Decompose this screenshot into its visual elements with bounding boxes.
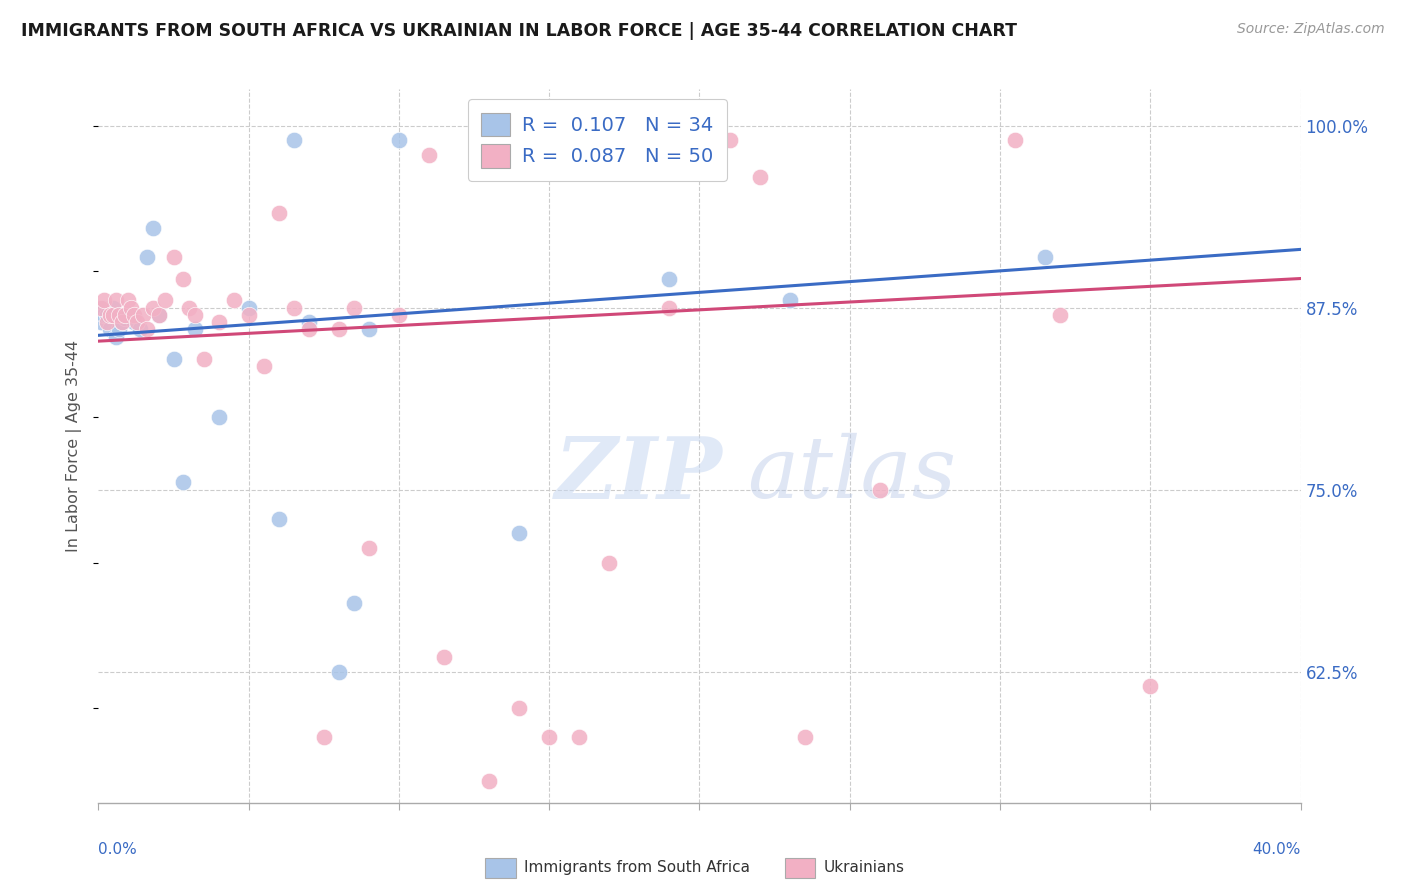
Point	[478, 774, 501, 789]
Point	[162, 351, 184, 366]
Point	[105, 293, 128, 308]
Text: Immigrants from South Africa: Immigrants from South Africa	[524, 861, 751, 875]
Point	[141, 220, 163, 235]
Point	[172, 475, 194, 490]
Point	[117, 308, 139, 322]
Point	[153, 293, 176, 308]
Point	[90, 301, 112, 315]
Point	[343, 596, 366, 610]
Point	[718, 133, 741, 147]
Point	[90, 315, 112, 329]
Point	[114, 310, 136, 325]
Point	[253, 359, 276, 373]
Point	[283, 133, 305, 147]
Point	[114, 308, 136, 322]
Point	[124, 315, 146, 329]
Legend: R =  0.107   N = 34, R =  0.087   N = 50: R = 0.107 N = 34, R = 0.087 N = 50	[468, 99, 727, 181]
Point	[208, 409, 231, 424]
Point	[124, 308, 146, 322]
Point	[141, 301, 163, 315]
Point	[148, 308, 170, 322]
Y-axis label: In Labor Force | Age 35-44: In Labor Force | Age 35-44	[66, 340, 83, 552]
Text: 0.0%: 0.0%	[98, 842, 138, 857]
Point	[108, 308, 131, 322]
Point	[117, 293, 139, 308]
Point	[779, 293, 801, 308]
Point	[132, 308, 155, 322]
Point	[568, 731, 591, 745]
Point	[598, 556, 620, 570]
Point	[658, 271, 681, 285]
Point	[91, 301, 114, 315]
Point	[111, 315, 134, 329]
Point	[105, 330, 128, 344]
Point	[93, 308, 115, 322]
Point	[193, 351, 215, 366]
Point	[100, 322, 122, 336]
Point	[523, 133, 546, 147]
Point	[129, 322, 152, 336]
Point	[298, 322, 321, 336]
Point	[208, 315, 231, 329]
Point	[1004, 133, 1026, 147]
Point	[177, 301, 200, 315]
Point	[267, 206, 290, 220]
Point	[388, 308, 411, 322]
Point	[433, 650, 456, 665]
Point	[1049, 308, 1071, 322]
Point	[121, 301, 143, 315]
Point	[748, 169, 770, 184]
Point	[238, 301, 260, 315]
Point	[357, 541, 380, 555]
Point	[96, 308, 118, 322]
Point	[538, 731, 561, 745]
Point	[183, 308, 205, 322]
Point	[357, 322, 380, 336]
Point	[418, 147, 440, 161]
Point	[135, 250, 157, 264]
Point	[108, 322, 131, 336]
Point	[238, 308, 260, 322]
Point	[93, 293, 115, 308]
Text: IMMIGRANTS FROM SOUTH AFRICA VS UKRAINIAN IN LABOR FORCE | AGE 35-44 CORRELATION: IMMIGRANTS FROM SOUTH AFRICA VS UKRAINIA…	[21, 22, 1017, 40]
Point	[267, 512, 290, 526]
Text: ZIP: ZIP	[555, 433, 723, 516]
Point	[1139, 679, 1161, 693]
Point	[96, 315, 118, 329]
Point	[328, 322, 350, 336]
Point	[135, 322, 157, 336]
Point	[328, 665, 350, 679]
Point	[658, 301, 681, 315]
Point	[508, 526, 530, 541]
Text: Source: ZipAtlas.com: Source: ZipAtlas.com	[1237, 22, 1385, 37]
Point	[172, 271, 194, 285]
Point	[148, 308, 170, 322]
Point	[869, 483, 891, 497]
Text: 40.0%: 40.0%	[1253, 842, 1301, 857]
Point	[162, 250, 184, 264]
Point	[100, 308, 122, 322]
Text: Ukrainians: Ukrainians	[824, 861, 905, 875]
Point	[127, 315, 149, 329]
Point	[183, 322, 205, 336]
Point	[793, 731, 815, 745]
Point	[103, 301, 125, 315]
Point	[312, 731, 335, 745]
Point	[1033, 250, 1056, 264]
Point	[343, 301, 366, 315]
Point	[89, 301, 111, 315]
Point	[298, 315, 321, 329]
Point	[508, 701, 530, 715]
Point	[111, 315, 134, 329]
Text: atlas: atlas	[748, 434, 956, 516]
Point	[388, 133, 411, 147]
Point	[103, 308, 125, 322]
Point	[222, 293, 245, 308]
Point	[283, 301, 305, 315]
